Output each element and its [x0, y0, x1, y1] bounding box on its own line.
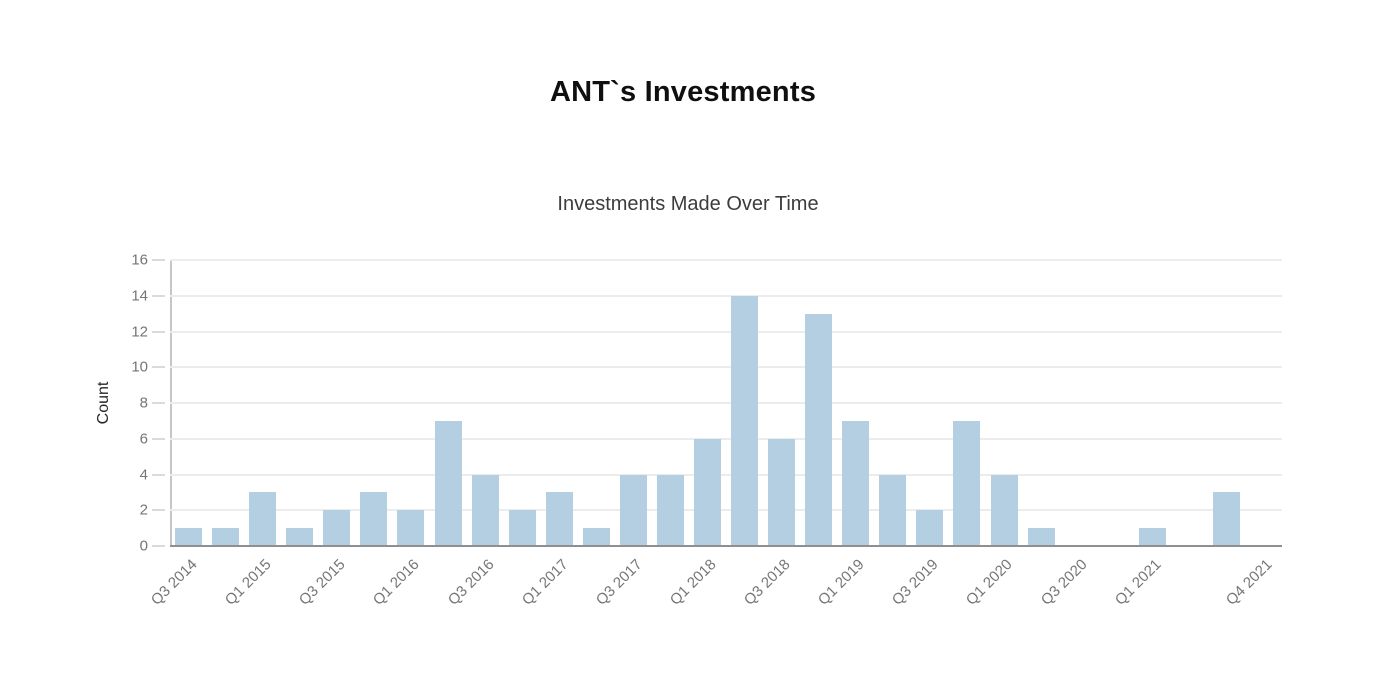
y-tick-label: 0	[139, 537, 148, 555]
x-tick-label: Q3 2019	[889, 556, 942, 609]
y-tick-label: 14	[131, 287, 148, 305]
bar-q1-2016	[397, 510, 425, 546]
y-tick-label: 8	[139, 394, 148, 412]
bar-q3-2021	[1212, 492, 1240, 546]
y-tick-mark	[152, 294, 165, 297]
y-tick-label: 10	[131, 358, 148, 376]
page-title: ANT`s Investments	[549, 76, 817, 108]
gridline	[170, 402, 1282, 404]
y-tick-label: 12	[131, 323, 148, 340]
y-tick-mark	[152, 437, 165, 440]
x-tick-label: Q3 2015	[296, 556, 349, 609]
bar-q3-2018	[768, 438, 796, 546]
y-tick-mark	[152, 259, 165, 261]
x-tick-label: Q1 2021	[1111, 556, 1165, 609]
y-tick-mark	[152, 330, 165, 333]
x-tick-label: Q3 2014	[147, 556, 201, 609]
y-tick-mark	[152, 402, 165, 404]
bar-q1-2015	[249, 492, 277, 546]
x-tick-label: Q1 2015	[221, 556, 275, 609]
gridline	[170, 437, 1282, 440]
gridline	[170, 330, 1282, 333]
bar-q1-2020	[990, 474, 1018, 546]
x-tick-label: Q1 2017	[518, 556, 572, 609]
gridline	[170, 259, 1282, 261]
bar-q3-2016	[471, 474, 499, 546]
bar-q3-2015	[323, 510, 351, 546]
bar-q2-2018	[731, 295, 759, 546]
x-tick-label: Q1 2018	[666, 556, 720, 609]
x-tick-label: Q3 2017	[592, 556, 646, 609]
gridline	[170, 294, 1282, 297]
gridline	[170, 473, 1282, 476]
x-tick-label: Q1 2020	[963, 556, 1017, 609]
bar-q3-2019	[916, 510, 944, 546]
y-tick-label: 4	[139, 466, 148, 483]
bar-q1-2017	[545, 492, 573, 546]
bar-q3-2017	[619, 474, 647, 546]
bar-q2-2016	[434, 420, 462, 546]
y-tick-label: 2	[139, 501, 148, 519]
x-tick-label: Q1 2019	[815, 556, 868, 609]
bar-q2-2020	[1027, 528, 1055, 546]
bar-q2-2017	[582, 528, 610, 546]
y-tick-label: 16	[131, 251, 148, 269]
bar-q1-2021	[1138, 528, 1166, 546]
bar-q4-2014	[212, 528, 240, 546]
bar-q4-2016	[508, 510, 536, 546]
y-axis-title: Count	[95, 381, 112, 425]
y-tick-mark	[152, 545, 165, 547]
gridline	[170, 509, 1282, 512]
bar-q2-2015	[286, 528, 314, 546]
gridline	[170, 366, 1282, 369]
x-tick-label: Q1 2016	[370, 556, 423, 609]
bar-q4-2017	[656, 474, 684, 546]
y-tick-mark	[152, 473, 165, 476]
chart-title: Investments Made Over Time	[557, 193, 819, 215]
x-tick-label: Q3 2016	[444, 556, 498, 609]
plot-area: 0 2 4 6 8 10 12 14 16 Q3 2014 Q1 2015 Q3 2015 Q1 201…	[131, 252, 1282, 609]
bar-q4-2019	[953, 420, 981, 546]
y-tick-mark	[152, 366, 165, 369]
bar-q2-2019	[879, 474, 907, 546]
bar-q1-2018	[693, 438, 721, 546]
x-tick-label: Q3 2018	[740, 556, 794, 609]
x-tick-label: Q3 2020	[1037, 556, 1091, 609]
bar-q4-2015	[360, 492, 388, 546]
x-axis-baseline	[170, 545, 1282, 547]
bar-q4-2018	[805, 313, 833, 546]
x-tick-label: Q4 2021	[1222, 556, 1276, 609]
y-tick-label: 6	[139, 430, 148, 448]
bar-q1-2019	[842, 420, 870, 546]
y-tick-mark	[152, 509, 165, 512]
investments-over-time-chart: Investments Made Over Time Count 0 2 4 6 8 10…	[60, 190, 1316, 680]
bar-q3-2014	[175, 528, 203, 546]
